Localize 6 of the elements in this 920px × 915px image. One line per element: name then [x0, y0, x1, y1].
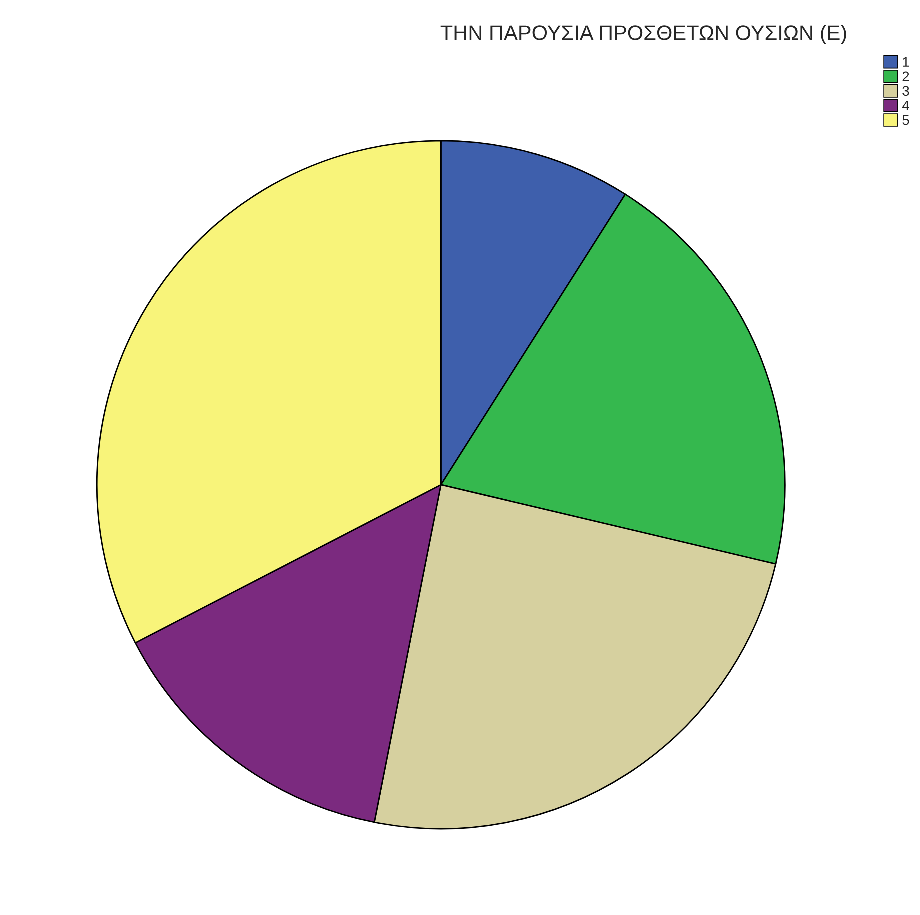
legend-label: 1 [903, 57, 910, 67]
legend-label: 2 [902, 72, 910, 82]
legend-label: 3 [902, 86, 910, 96]
chart-title: ΤΗΝ ΠΑΡΟΥΣΙΑ ΠΡΟΣΘΕΤΩΝ ΟΥΣΙΩΝ (Ε) [440, 25, 846, 44]
legend-label: 5 [902, 115, 910, 126]
legend-label: 4 [902, 100, 910, 110]
